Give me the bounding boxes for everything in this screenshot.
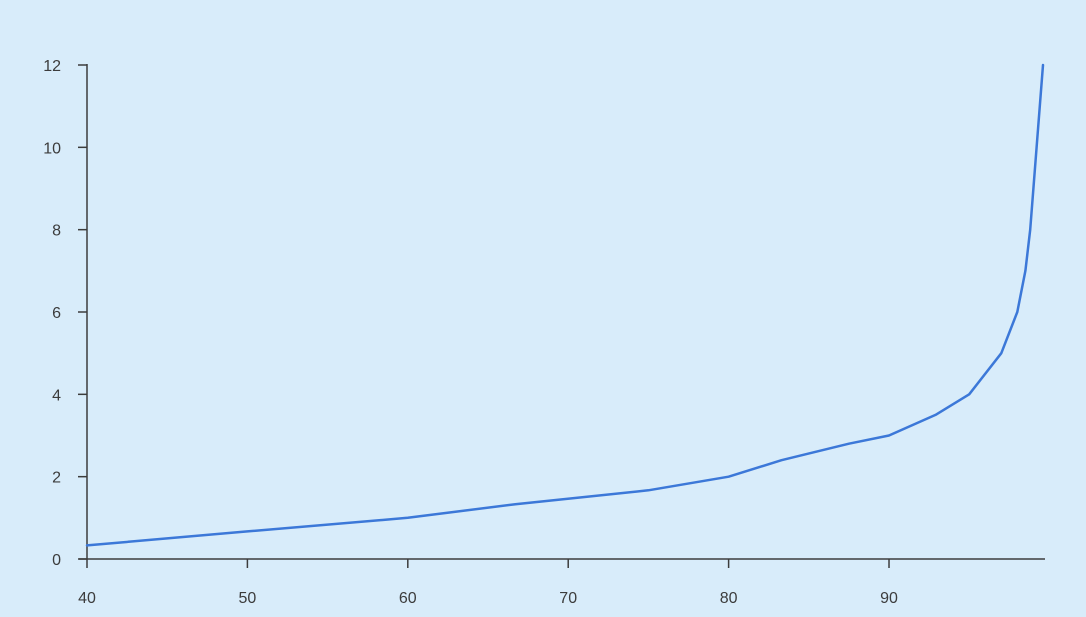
x-tick-label: 50: [239, 590, 257, 607]
y-tick-label: 8: [52, 223, 61, 240]
y-tick-label: 10: [43, 140, 61, 157]
series-group: [85, 63, 1045, 547]
y-tick-label: 4: [52, 387, 61, 404]
series-line: [85, 63, 1045, 547]
x-tick-label: 60: [399, 590, 417, 607]
x-axis: 40 50 60 70 80 90: [78, 558, 1045, 607]
x-tick-label: 40: [78, 590, 96, 607]
x-tick-label: 70: [559, 590, 577, 607]
y-tick-label: 12: [43, 58, 61, 75]
y-tick-label: 0: [52, 552, 61, 569]
x-tick-label: 90: [880, 590, 898, 607]
x-tick-label: 80: [720, 590, 738, 607]
y-axis: 0 2 4 6 8 10 12: [43, 58, 88, 569]
y-tick-label: 6: [52, 305, 61, 322]
y-tick-label: 2: [52, 470, 61, 487]
